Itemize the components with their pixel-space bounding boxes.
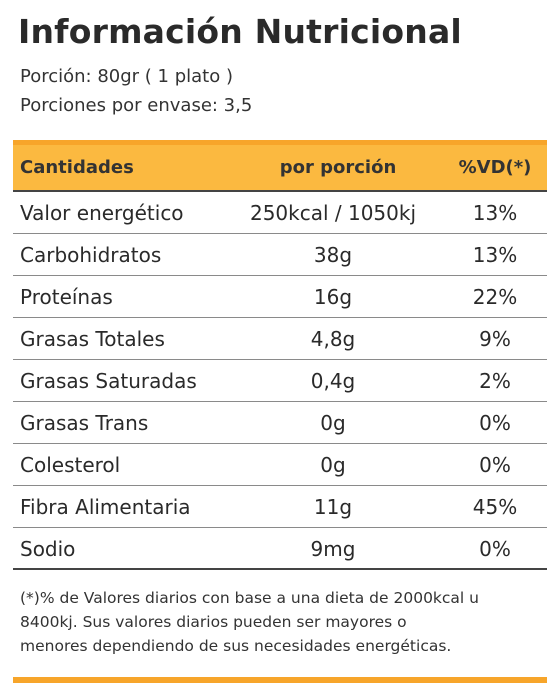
nutrient-name: Carbohidratos: [20, 243, 162, 267]
servings-per-package: Porciones por envase: 3,5: [20, 95, 253, 116]
nutrient-daily-value: 0%: [479, 411, 511, 435]
header-quantities: Cantidades: [20, 157, 134, 178]
nutrient-name: Sodio: [20, 537, 76, 561]
table-row: Colesterol 0g 0%: [13, 444, 547, 486]
nutrient-amount: 0g: [320, 453, 346, 477]
nutrient-amount: 0,4g: [310, 369, 356, 393]
nutrient-amount: 38g: [313, 243, 353, 267]
nutrient-daily-value: 2%: [479, 369, 511, 393]
table-row: Valor energético 250kcal / 1050kj 13%: [13, 192, 547, 234]
nutrient-amount: 11g: [313, 495, 353, 519]
nutrient-daily-value: 9%: [479, 327, 511, 351]
nutrient-daily-value: 45%: [472, 495, 518, 519]
header-per-serving: por porción: [279, 157, 397, 178]
nutrient-daily-value: 0%: [479, 453, 511, 477]
nutrient-daily-value: 13%: [472, 201, 518, 225]
table-row: Sodio 9mg 0%: [13, 528, 547, 570]
nutrient-name: Valor energético: [20, 201, 184, 225]
serving-size: Porción: 80gr ( 1 plato ): [20, 66, 233, 87]
table-header: Cantidades por porción %VD(*): [13, 145, 547, 192]
footnote-line: 8400kj. Sus valores diarios pueden ser m…: [20, 613, 407, 631]
nutrient-amount: 16g: [313, 285, 353, 309]
nutrient-amount: 0g: [320, 411, 346, 435]
nutrient-name: Fibra Alimentaria: [20, 495, 191, 519]
table-row: Proteínas 16g 22%: [13, 276, 547, 318]
footnote-line: menores dependiendo de sus necesidades e…: [20, 637, 452, 655]
nutrient-name: Grasas Trans: [20, 411, 149, 435]
nutrient-daily-value: 0%: [479, 537, 511, 561]
nutrient-daily-value: 13%: [472, 243, 518, 267]
header-daily-value: %VD(*): [458, 157, 532, 178]
nutrient-daily-value: 22%: [472, 285, 518, 309]
nutrient-amount: 9mg: [310, 537, 356, 561]
nutrient-name: Proteínas: [20, 285, 113, 309]
nutrient-name: Grasas Totales: [20, 327, 165, 351]
top-divider: [13, 140, 547, 145]
nutrient-amount: 250kcal / 1050kj: [249, 201, 417, 225]
nutrition-table-body: Valor energético 250kcal / 1050kj 13% Ca…: [13, 192, 547, 570]
page-title: Información Nutricional: [18, 12, 462, 51]
footnote-line: (*)% de Valores diarios con base a una d…: [20, 589, 479, 607]
table-row: Grasas Saturadas 0,4g 2%: [13, 360, 547, 402]
nutrient-amount: 4,8g: [310, 327, 356, 351]
footnote: (*)% de Valores diarios con base a una d…: [20, 586, 545, 658]
table-row: Carbohidratos 38g 13%: [13, 234, 547, 276]
nutrient-name: Colesterol: [20, 453, 121, 477]
table-row: Grasas Totales 4,8g 9%: [13, 318, 547, 360]
nutrient-name: Grasas Saturadas: [20, 369, 197, 393]
table-row: Fibra Alimentaria 11g 45%: [13, 486, 547, 528]
bottom-divider: [13, 677, 547, 683]
table-row: Grasas Trans 0g 0%: [13, 402, 547, 444]
